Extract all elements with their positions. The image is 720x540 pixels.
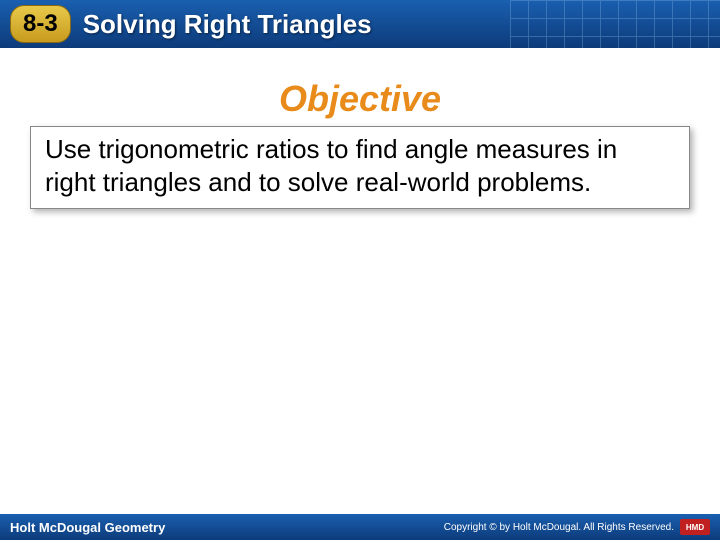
content-area: Objective Use trigonometric ratios to fi… bbox=[0, 48, 720, 209]
header-bar: 8-3 Solving Right Triangles bbox=[0, 0, 720, 48]
lesson-number-badge: 8-3 bbox=[10, 5, 71, 43]
header-grid-decoration bbox=[510, 0, 720, 48]
footer-copyright-block: Copyright © by Holt McDougal. All Rights… bbox=[444, 519, 710, 535]
lesson-title: Solving Right Triangles bbox=[83, 9, 372, 40]
section-heading: Objective bbox=[30, 78, 690, 120]
footer-bar: Holt McDougal Geometry Copyright © by Ho… bbox=[0, 514, 720, 540]
objective-text: Use trigonometric ratios to find angle m… bbox=[45, 134, 617, 197]
footer-book-title: Holt McDougal Geometry bbox=[10, 520, 165, 535]
copyright-text: Copyright © by Holt McDougal. All Rights… bbox=[444, 522, 674, 533]
objective-box: Use trigonometric ratios to find angle m… bbox=[30, 126, 690, 209]
publisher-logo-icon: HMD bbox=[680, 519, 710, 535]
